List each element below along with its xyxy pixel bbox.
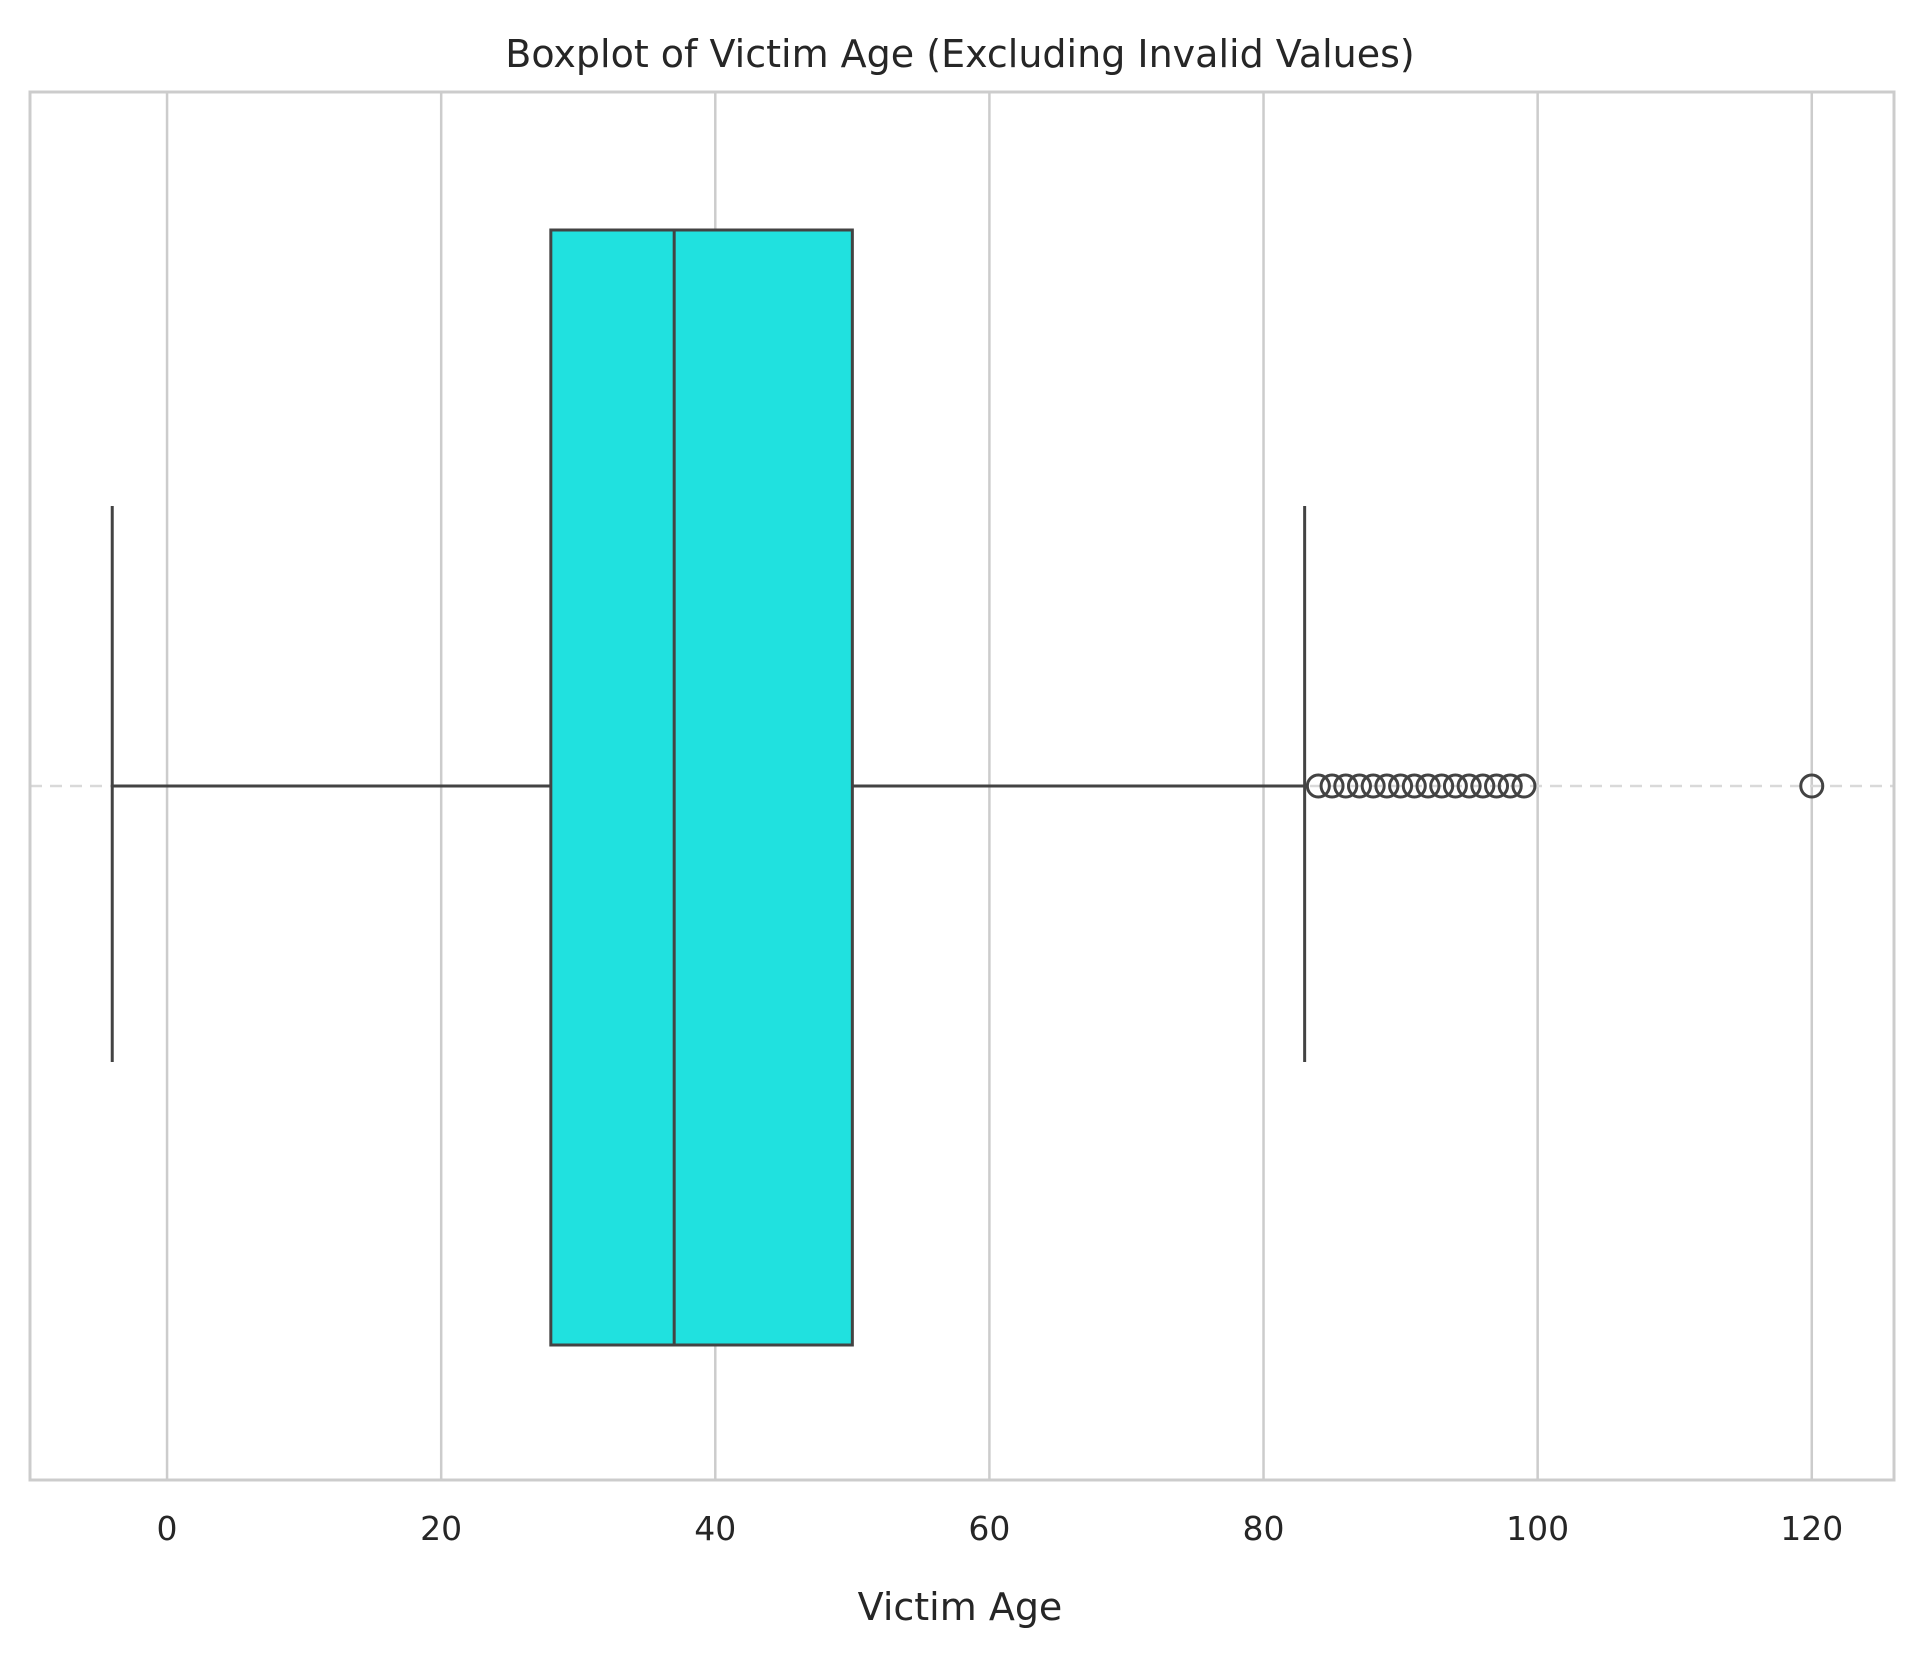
- outlier-point-7: [1401, 773, 1427, 799]
- outlier-point-0: [1305, 773, 1331, 799]
- outlier-point-2: [1333, 773, 1359, 799]
- outlier-point-6: [1388, 773, 1414, 799]
- outlier-point-4: [1360, 773, 1386, 799]
- x-tick-label-0: 0: [157, 1509, 178, 1548]
- outliers: [1305, 773, 1825, 799]
- outlier-point-3: [1346, 773, 1372, 799]
- x-axis-label: Victim Age: [858, 1585, 1063, 1629]
- outlier-point-13: [1484, 773, 1510, 799]
- x-tick-label-60: 60: [968, 1509, 1010, 1548]
- x-tick-label-40: 40: [694, 1509, 736, 1548]
- iqr-box: [549, 228, 854, 1347]
- outlier-point-10: [1442, 773, 1468, 799]
- x-tick-label-100: 100: [1506, 1509, 1569, 1548]
- outlier-point-12: [1470, 773, 1496, 799]
- outlier-point-9: [1429, 773, 1455, 799]
- outlier-point-15: [1511, 773, 1537, 799]
- outlier-point-8: [1415, 773, 1441, 799]
- outlier-point-11: [1456, 773, 1482, 799]
- x-tick-label-20: 20: [420, 1509, 462, 1548]
- outlier-point-1: [1319, 773, 1345, 799]
- plot-frame: [28, 90, 1896, 1482]
- outlier-point-14: [1497, 773, 1523, 799]
- x-tick-label-120: 120: [1780, 1509, 1843, 1548]
- x-tick-label-80: 80: [1243, 1509, 1285, 1548]
- x-tick-labels: 0 20 40 60 80 100 120: [157, 1509, 1844, 1548]
- outlier-point-5: [1374, 773, 1400, 799]
- outlier-point-16: [1799, 773, 1825, 799]
- chart-title: Boxplot of Victim Age (Excluding Invalid…: [505, 32, 1415, 76]
- boxplot: [110, 228, 1307, 1347]
